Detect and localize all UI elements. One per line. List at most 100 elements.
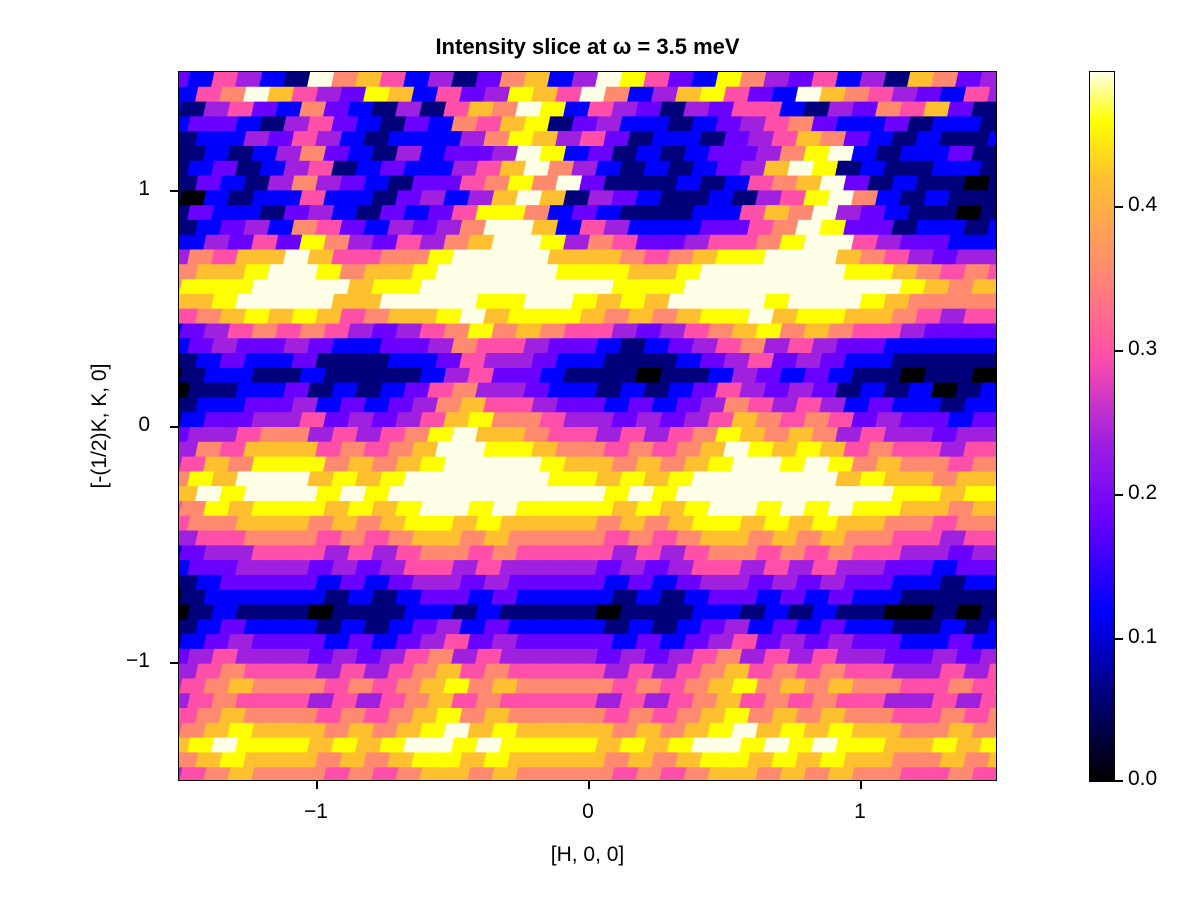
heatmap-cell [195,175,223,191]
heatmap-cell [571,160,599,177]
heatmap-cell [771,486,799,502]
heatmap-cell [587,234,615,250]
heatmap-cell [843,86,871,103]
heatmap-cell [667,293,695,310]
heatmap-cell [523,72,551,88]
heatmap-cell [531,131,559,147]
heatmap-cell [811,515,839,532]
heatmap-cell [675,175,703,191]
heatmap-cell [643,515,671,532]
heatmap-cell [803,323,831,339]
heatmap-cell [931,382,959,398]
heatmap-cell [603,397,631,413]
heatmap-cell [835,693,863,709]
heatmap-cell [635,101,663,117]
heatmap-cell [731,545,759,561]
heatmap-cell [763,72,791,88]
heatmap-cell [211,160,239,177]
heatmap-cell [547,249,575,265]
heatmap-cell [523,427,551,443]
heatmap-cell [691,338,719,354]
heatmap-cell [819,86,847,103]
heatmap-cell [467,722,495,739]
heatmap-cell [771,308,799,324]
heatmap-cell [603,441,631,458]
heatmap-cell [883,560,911,576]
heatmap-cell [827,367,855,384]
heatmap-cell [963,397,991,413]
heatmap-cell [475,604,503,620]
heatmap-cell [619,693,647,709]
heatmap-cell [435,663,463,679]
heatmap-cell [963,219,991,236]
heatmap-cell [731,145,759,162]
heatmap-cell [931,160,959,177]
heatmap-cell [587,722,615,739]
heatmap-cell [771,663,799,679]
heatmap-cell [619,515,647,532]
heatmap-cell [715,249,743,265]
heatmap-cell [307,72,335,88]
heatmap-cell [379,604,407,620]
heatmap-cell [187,471,215,487]
heatmap-cell [875,101,903,117]
heatmap-cell [835,293,863,310]
heatmap-cell [547,382,575,398]
heatmap-cell [363,530,391,546]
heatmap-cell [739,648,767,665]
heatmap-cell [883,604,911,620]
heatmap-cell [315,486,343,502]
heatmap-cell [699,574,727,591]
heatmap-cell [227,634,255,650]
heatmap-cell [563,234,591,250]
heatmap-cell [179,116,191,132]
heatmap-cell [459,619,487,635]
heatmap-cell [635,456,663,472]
heatmap-cell [451,471,479,487]
heatmap-cell [987,619,996,635]
heatmap-cell [731,722,759,739]
heatmap-cell [323,678,351,694]
heatmap-cell [659,145,687,162]
heatmap-cell [691,471,719,487]
heatmap-cell [179,101,207,117]
heatmap-cell [771,574,799,591]
heatmap-cell [195,308,223,324]
heatmap-cell [467,545,495,561]
heatmap-cell [363,708,391,724]
heatmap-cell [635,634,663,650]
heatmap-cell [539,412,567,428]
heatmap-cell [931,72,959,88]
heatmap-cell [979,160,996,177]
heatmap-cell [179,708,199,724]
heatmap-cell [419,101,447,117]
heatmap-cell [755,101,783,117]
heatmap-cell [259,293,287,310]
heatmap-cell [411,175,439,191]
heatmap-cell [795,619,823,635]
heatmap-cell [739,427,767,443]
heatmap-cell [835,427,863,443]
heatmap-cell [227,722,255,739]
heatmap-cell [675,486,703,502]
heatmap-cell [475,693,503,709]
heatmap-cell [179,234,207,250]
heatmap-cell [443,545,471,561]
heatmap-cell [179,397,199,413]
heatmap-cell [403,471,431,487]
heatmap-cell [683,767,711,780]
heatmap-cell [819,264,847,280]
heatmap-cell [675,308,703,324]
heatmap-cell [987,663,996,679]
heatmap-cell [259,693,287,709]
heatmap-cell [979,560,996,576]
heatmap-cell [683,722,711,739]
heatmap-cell [267,397,295,413]
heatmap-cell [923,234,951,250]
heatmap-cell [387,530,415,546]
heatmap-cell [411,619,439,635]
heatmap-cell [971,545,996,561]
heatmap-cell [571,737,599,753]
heatmap-cell [699,264,727,280]
heatmap-cell [467,190,495,206]
